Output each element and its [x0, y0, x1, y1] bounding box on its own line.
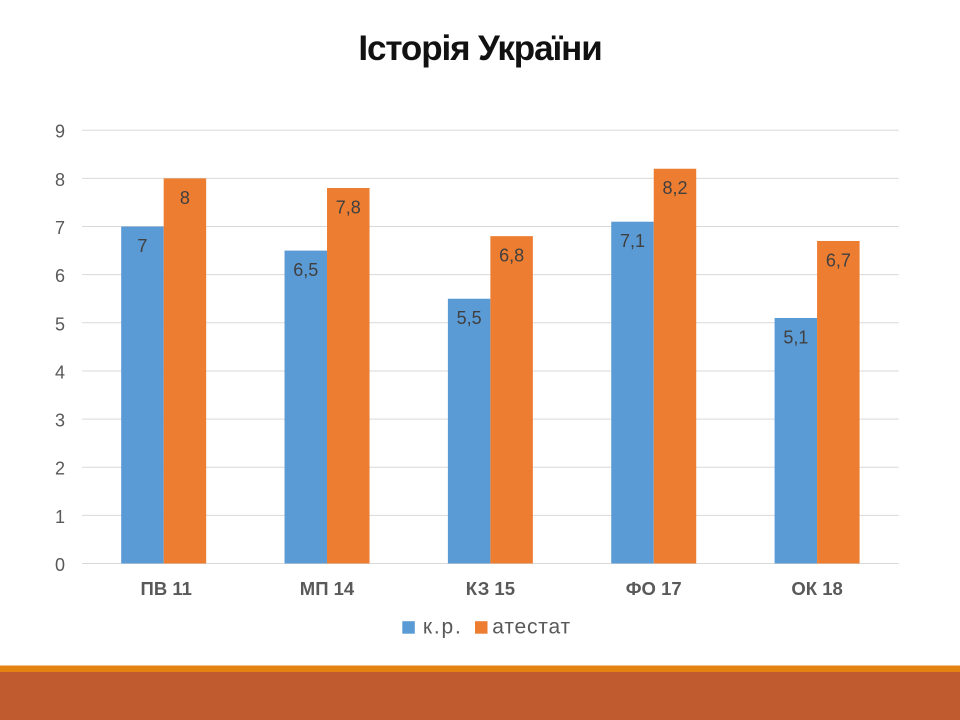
svg-text:6,7: 6,7: [826, 250, 851, 270]
svg-text:атестат: атестат: [492, 616, 571, 639]
svg-text:ПВ 11: ПВ 11: [141, 578, 192, 599]
svg-text:5,1: 5,1: [783, 327, 808, 347]
svg-text:8,2: 8,2: [662, 178, 687, 198]
svg-text:МП 14: МП 14: [300, 578, 355, 599]
svg-text:6,8: 6,8: [499, 246, 524, 266]
svg-text:7: 7: [137, 236, 147, 256]
svg-text:1: 1: [55, 507, 65, 527]
svg-text:6: 6: [55, 266, 65, 286]
svg-text:5: 5: [55, 314, 65, 334]
svg-text:6,5: 6,5: [293, 260, 318, 280]
svg-text:8: 8: [55, 170, 65, 190]
svg-text:0: 0: [55, 555, 65, 575]
svg-text:7,8: 7,8: [336, 197, 361, 217]
svg-text:8: 8: [180, 188, 190, 208]
svg-text:к.р.: к.р.: [423, 616, 463, 639]
svg-text:9: 9: [55, 122, 65, 142]
svg-text:3: 3: [55, 411, 65, 431]
svg-text:2: 2: [55, 459, 65, 479]
svg-text:7,1: 7,1: [620, 231, 645, 251]
svg-text:КЗ 15: КЗ 15: [466, 578, 515, 599]
svg-text:4: 4: [55, 362, 65, 382]
svg-text:ОК 18: ОК 18: [791, 578, 842, 599]
svg-text:ФО 17: ФО 17: [626, 578, 682, 599]
svg-text:Історія України: Історія України: [358, 29, 601, 68]
svg-text:7: 7: [55, 218, 65, 238]
svg-text:5,5: 5,5: [457, 308, 482, 328]
